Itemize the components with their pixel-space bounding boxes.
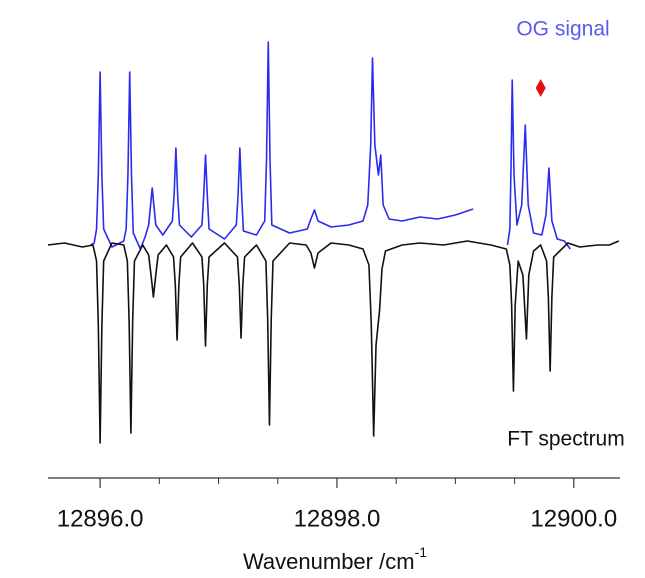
marker: [535, 79, 546, 97]
x-tick-label: 12896.0: [57, 505, 144, 532]
x-tick-label: 12900.0: [530, 505, 617, 532]
x-axis-label: Wavenumber /cm-1: [243, 544, 427, 574]
x-axis-label-text: Wavenumber /cm: [243, 549, 415, 574]
x-axis-label-sup: -1: [415, 544, 428, 560]
spectrum-line: [90, 41, 571, 250]
series-label: OG signal: [516, 18, 609, 41]
series-label: FT spectrum: [507, 428, 624, 451]
spectrum-line: [47, 240, 620, 444]
x-tick-label: 12898.0: [294, 505, 381, 532]
